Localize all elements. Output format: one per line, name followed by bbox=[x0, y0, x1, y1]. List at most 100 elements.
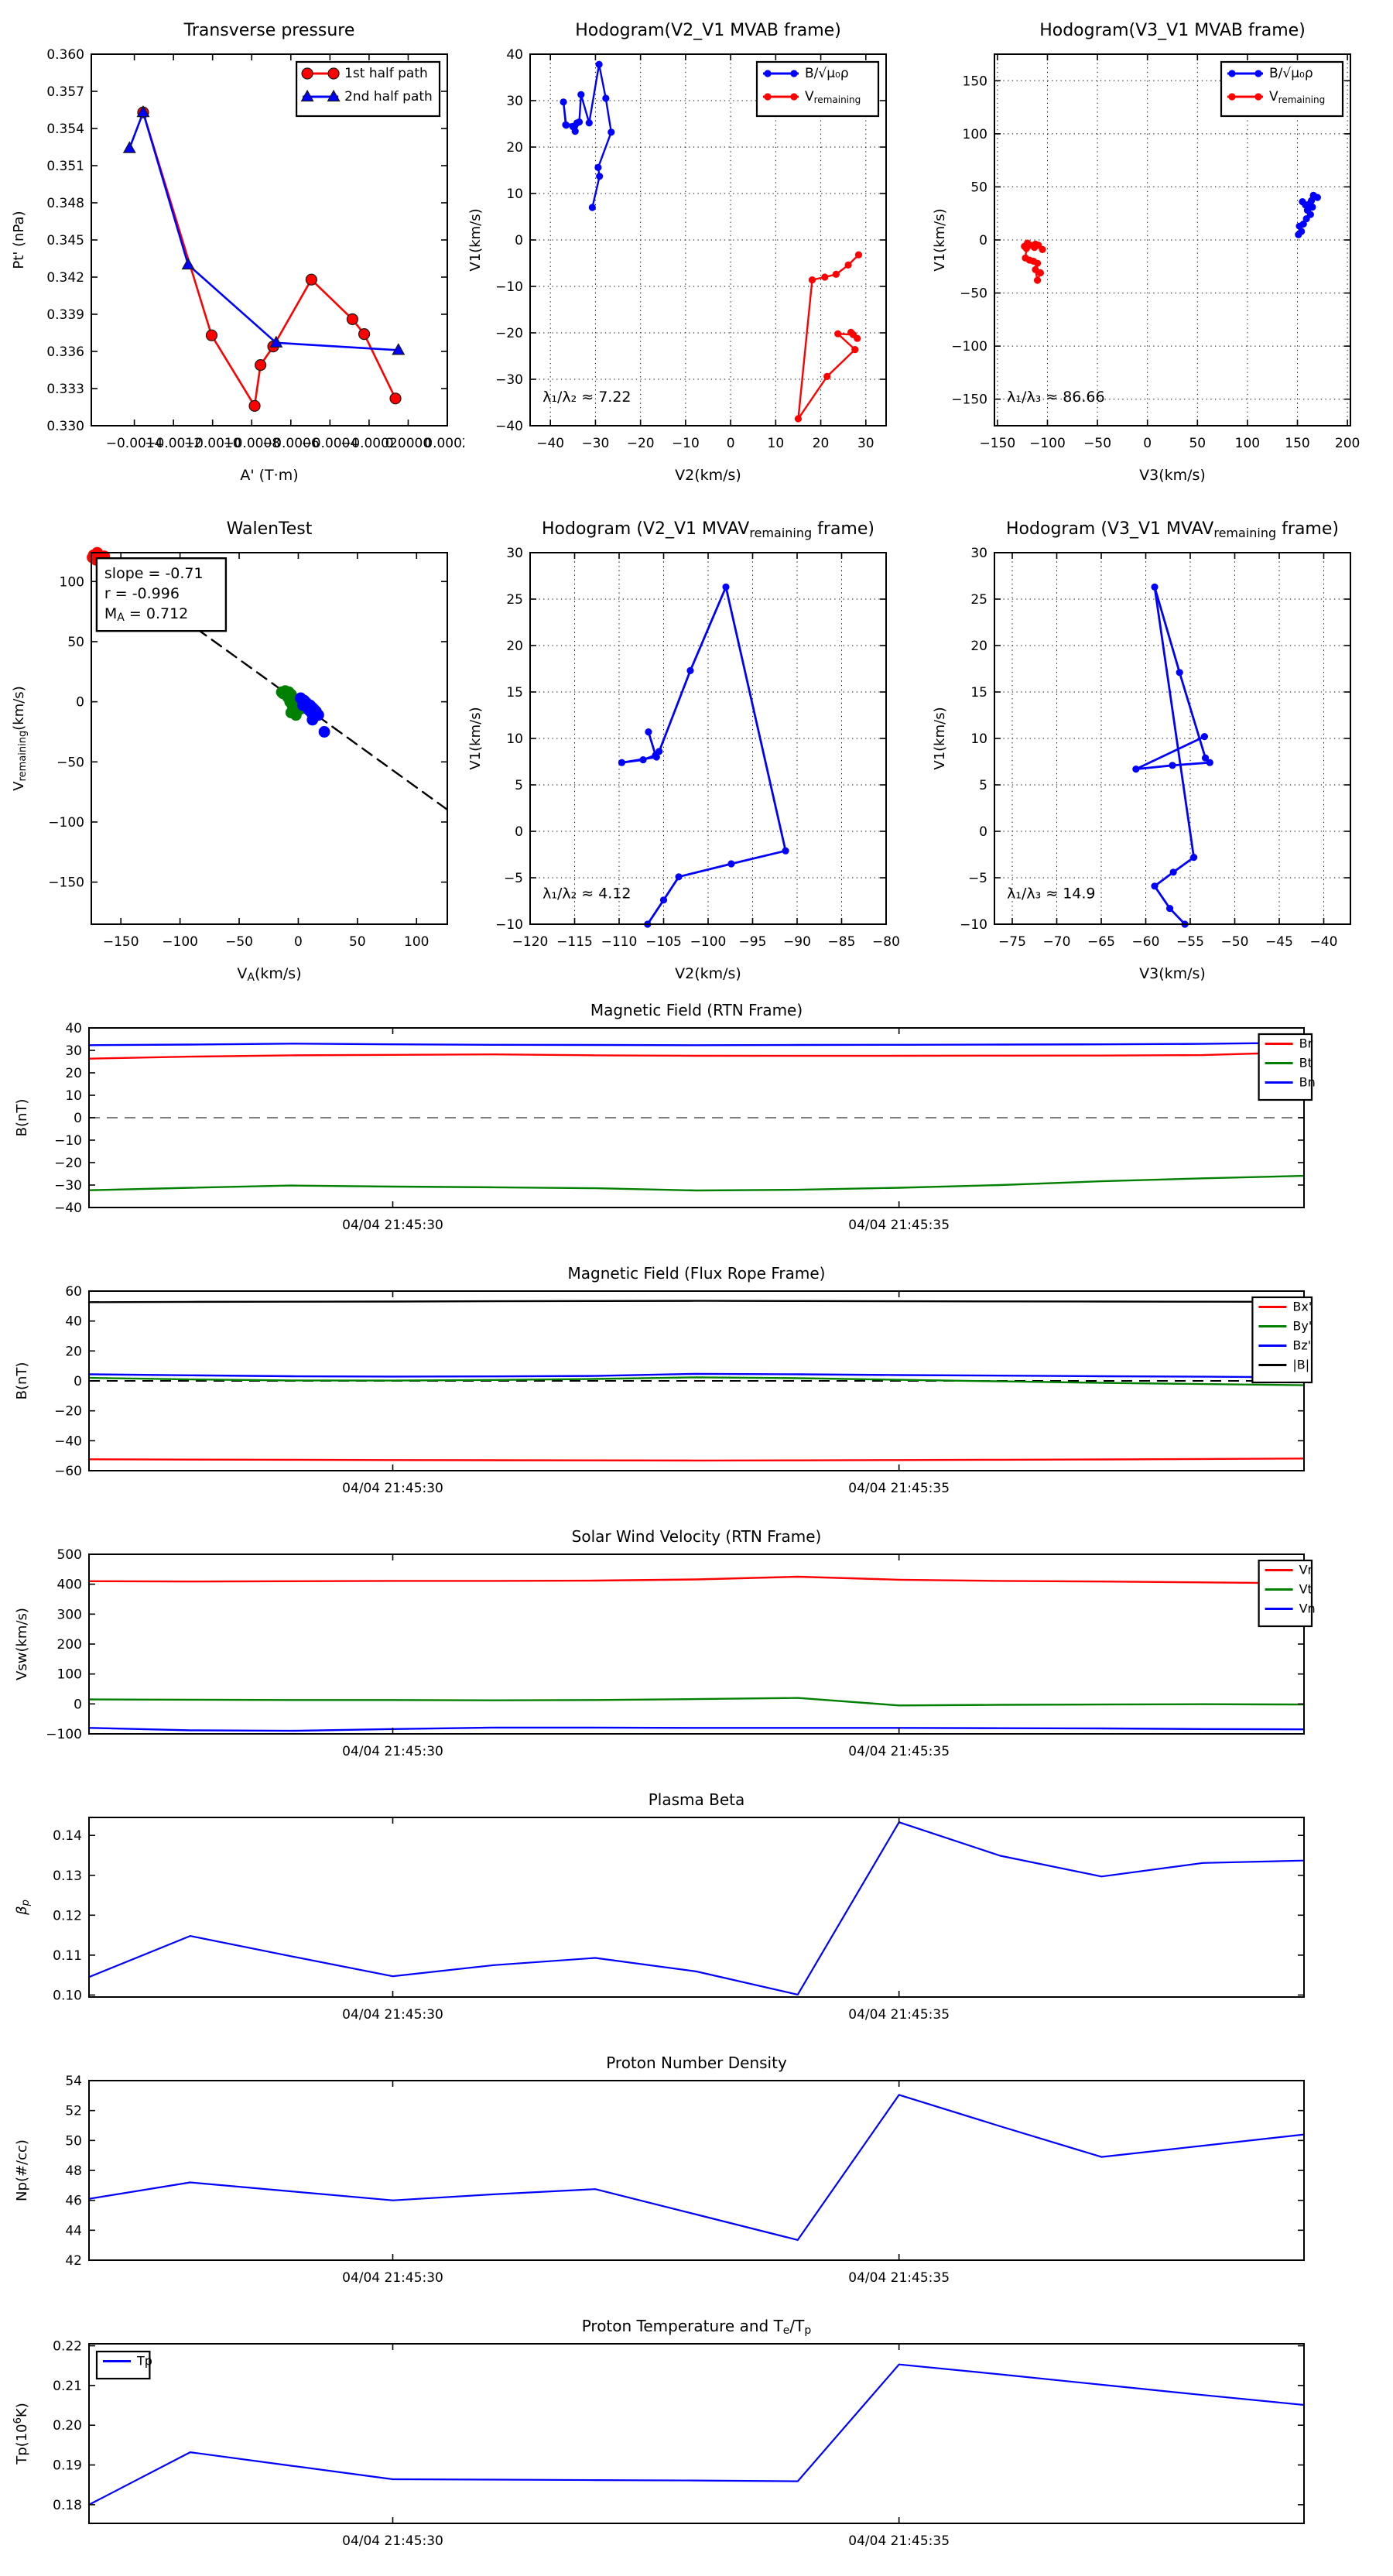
marker-dot bbox=[602, 94, 610, 102]
x-tick-label: 0 bbox=[294, 934, 303, 950]
chart-title: Hodogram(V2_V1 MVAB frame) bbox=[575, 21, 841, 40]
chart-hodogram-v3v1-mvab: −150 −100 −50 0 50 100 150 200 −150 −100 −50 0 50 100… bbox=[929, 0, 1393, 498]
x-tick-label: −70 bbox=[1043, 934, 1071, 950]
chart-hodogram-v2v1-mvav: −120 −115 −110 −105 −100 −95 −90 −85 −80 −10 −5 0 5 1… bbox=[464, 498, 929, 997]
y-tick-label: 30 bbox=[506, 94, 523, 109]
marker-dot bbox=[594, 163, 602, 171]
marker-circle bbox=[248, 399, 261, 413]
marker-dot bbox=[1190, 854, 1198, 862]
x-tick-label: 04/04 21:45:30 bbox=[342, 1218, 443, 1233]
y-tick-label: 0.22 bbox=[53, 2339, 82, 2355]
marker-circle bbox=[358, 328, 371, 341]
chart-svg-transverse-pressure: −0.0014−0.0012−0.0010−0.0008−0.0006−0.00… bbox=[11, 21, 471, 484]
legend-label: B/√μ₀ρ bbox=[805, 66, 849, 81]
y-tick-label: −100 bbox=[951, 339, 987, 355]
x-tick-label: −55 bbox=[1176, 934, 1204, 950]
y-axis-label: V1(km/s) bbox=[932, 208, 948, 271]
y-tick-label: 0.14 bbox=[53, 1828, 82, 1844]
y-tick-label: 0 bbox=[979, 233, 987, 248]
x-tick-label: −110 bbox=[601, 934, 638, 950]
x-tick-label: −80 bbox=[872, 934, 900, 950]
marker-dot bbox=[1169, 762, 1176, 769]
marker-dot bbox=[782, 847, 789, 855]
y-tick-label: 0.333 bbox=[46, 382, 84, 397]
legend-box bbox=[755, 60, 880, 118]
series-line-Vr bbox=[87, 1575, 1306, 1584]
chart-plasma-beta: 04/04 21:45:30 04/04 21:45:35 0.10 0.11 0.12… bbox=[0, 1786, 1393, 2050]
y-tick-label: 30 bbox=[506, 546, 523, 561]
marker-triangle bbox=[392, 343, 406, 355]
y-axis-label: Vremaining(km/s) bbox=[11, 686, 29, 790]
y-tick-label: 200 bbox=[57, 1637, 82, 1653]
legend-label: Vt bbox=[1299, 1582, 1313, 1597]
y-tick-label: 0 bbox=[979, 824, 987, 840]
x-tick-label: −150 bbox=[103, 934, 139, 950]
x-tick-label: −10 bbox=[672, 436, 700, 451]
y-tick-label: 20 bbox=[65, 1344, 82, 1359]
x-tick-label: −20 bbox=[627, 436, 655, 451]
y-tick-label: 50 bbox=[970, 180, 987, 195]
x-tick-label: 04/04 21:45:30 bbox=[342, 2007, 443, 2023]
axes-frame bbox=[88, 1817, 1305, 1998]
x-tick-label: −150 bbox=[980, 436, 1016, 451]
legend-label: B/√μ₀ρ bbox=[1269, 66, 1313, 81]
y-tick-label: 25 bbox=[506, 592, 523, 608]
y-tick-label: 15 bbox=[970, 685, 987, 701]
marker-circle bbox=[205, 329, 218, 341]
y-tick-label: 0.354 bbox=[46, 122, 84, 137]
y-tick-label: −40 bbox=[54, 1434, 82, 1449]
y-tick-label: 0.339 bbox=[46, 307, 84, 323]
chart-b-fluxrope: 04/04 21:45:30 04/04 21:45:35 −60 −40 −20 0 20… bbox=[0, 1260, 1393, 1523]
y-tick-label: −50 bbox=[960, 286, 987, 302]
marker-circle bbox=[389, 392, 402, 405]
chart-title: Hodogram (V3_V1 MVAVremaining frame) bbox=[1006, 519, 1339, 540]
annotation-text: λ₁/λ₂ ≈ 7.22 bbox=[542, 389, 631, 406]
stats-box bbox=[95, 557, 228, 632]
x-tick-label: 04/04 21:45:30 bbox=[342, 1481, 443, 1496]
marker-dot bbox=[659, 896, 668, 904]
marker-dot bbox=[854, 334, 861, 342]
marker-dot bbox=[588, 204, 596, 211]
legend-label: Vremaining bbox=[1269, 89, 1325, 105]
x-tick-label: −0.0010 bbox=[184, 436, 241, 451]
y-tick-label: −50 bbox=[56, 755, 84, 770]
series-line-Vn bbox=[87, 1726, 1306, 1732]
x-tick-label: 04/04 21:45:35 bbox=[848, 2007, 950, 2023]
stats-line: r = -0.996 bbox=[104, 585, 180, 602]
y-tick-label: 48 bbox=[65, 2163, 82, 2179]
y-tick-label: 10 bbox=[506, 187, 523, 202]
marker-dot bbox=[764, 70, 772, 77]
legend-label: Tp bbox=[136, 2354, 152, 2369]
chart-svg-vsw-rtn: 04/04 21:45:30 04/04 21:45:35 −100 0 100 200 3… bbox=[14, 1527, 1316, 1759]
y-tick-label: 0 bbox=[74, 1374, 82, 1389]
chart-title: WalenTest bbox=[227, 519, 313, 539]
chart-proton-density: 04/04 21:45:30 04/04 21:45:35 42 44 46 48 50 52… bbox=[0, 2050, 1393, 2313]
x-tick-label: 50 bbox=[349, 934, 366, 950]
y-axis-label: B(nT) bbox=[14, 1362, 30, 1400]
legend-box bbox=[1258, 1033, 1313, 1101]
chart-svg-plasma-beta: 04/04 21:45:30 04/04 21:45:35 0.10 0.11 0.12… bbox=[14, 1790, 1306, 2023]
x-tick-label: 04/04 21:45:35 bbox=[848, 1744, 950, 1759]
series-line-beta p bbox=[87, 1821, 1306, 1995]
marker-dot bbox=[1165, 905, 1174, 913]
x-axis-label: V2(km/s) bbox=[675, 965, 741, 982]
x-tick-label: −0.0006 bbox=[262, 436, 320, 451]
y-tick-label: 40 bbox=[65, 1021, 82, 1036]
marker-circle bbox=[255, 359, 267, 372]
chart-svg-hodogram-v2v1-mvav: −120 −115 −110 −105 −100 −95 −90 −85 −80 −10 −5 0 5 1… bbox=[467, 519, 900, 982]
marker-dot bbox=[1313, 194, 1321, 201]
chart-hodogram-v2v1-mvab: −40 −30 −20 −10 0 10 20 30 −40 −30 −20 −10 0 10 20 30 40… bbox=[464, 0, 929, 498]
marker-dot bbox=[618, 759, 626, 766]
y-tick-label: 42 bbox=[65, 2253, 82, 2269]
x-tick-label: −120 bbox=[512, 934, 549, 950]
chart-title: Transverse pressure bbox=[183, 21, 355, 40]
x-tick-label: 0.0002 bbox=[424, 436, 464, 451]
x-tick-label: −40 bbox=[1310, 934, 1338, 950]
marker-dot bbox=[790, 93, 798, 101]
chart-svg-hodogram-v3v1-mvab: −150 −100 −50 0 50 100 150 200 −150 −100 −50 0 50 100… bbox=[932, 21, 1360, 484]
marker-dot bbox=[722, 583, 730, 591]
y-tick-label: 10 bbox=[65, 1088, 82, 1104]
marker-triangle bbox=[327, 89, 341, 102]
series-line-Br bbox=[87, 1051, 1306, 1060]
y-tick-label: −40 bbox=[495, 419, 523, 434]
